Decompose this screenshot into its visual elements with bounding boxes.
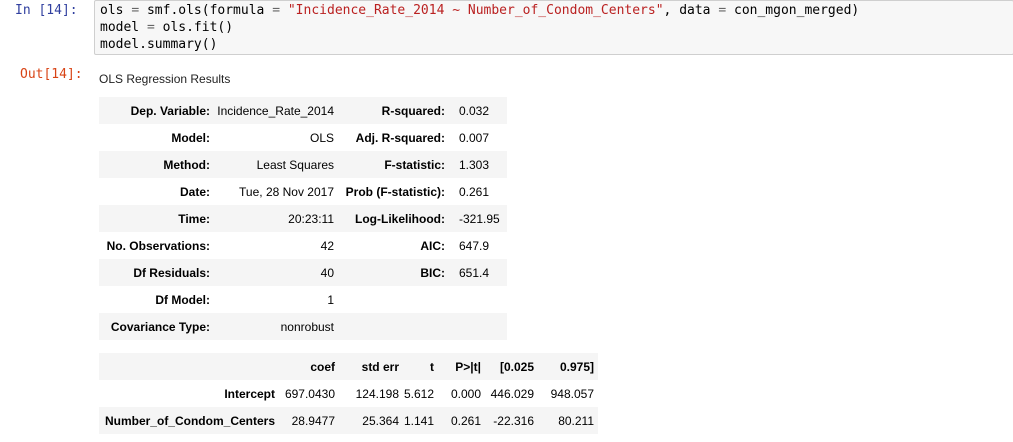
- coef-value: 1.141: [403, 407, 438, 434]
- coef-value: 80.211: [538, 407, 598, 434]
- summary-label: Method:: [99, 151, 214, 178]
- code-input-area[interactable]: ols = smf.ols(formula = "Incidence_Rate_…: [94, 0, 1013, 55]
- coef-value: 25.364: [339, 407, 403, 434]
- coef-header: t: [403, 353, 438, 380]
- summary-value: 0.007: [449, 124, 507, 151]
- summary-value: 647.9: [449, 232, 507, 259]
- coef-row-label: Number_of_Condom_Centers: [99, 407, 279, 434]
- summary-value: -321.95: [449, 205, 507, 232]
- summary-value: 0.032: [449, 97, 507, 124]
- summary-row: Model: OLS Adj. R-squared: 0.007: [99, 124, 507, 151]
- coef-header: std err: [339, 353, 403, 380]
- code-token: model.summary(): [100, 37, 218, 52]
- summary-label: Prob (F-statistic):: [341, 178, 449, 205]
- summary-label: Time:: [99, 205, 214, 232]
- summary-row: Time: 20:23:11 Log-Likelihood: -321.95: [99, 205, 507, 232]
- summary-label: Df Model:: [99, 286, 214, 313]
- code-operator: =: [272, 3, 281, 18]
- summary-value: Least Squares: [214, 151, 341, 178]
- code-token: con_mgon_merged): [726, 3, 860, 18]
- summary-label: Model:: [99, 124, 214, 151]
- summary-value: [449, 313, 507, 340]
- summary-value: OLS: [214, 124, 341, 151]
- summary-value: 20:23:11: [214, 205, 341, 232]
- summary-value: 42: [214, 232, 341, 259]
- model-summary-table: Dep. Variable: Incidence_Rate_2014 R-squ…: [99, 97, 507, 340]
- summary-value: 0.261: [449, 178, 507, 205]
- summary-row: Method: Least Squares F-statistic: 1.303: [99, 151, 507, 178]
- coef-header: P>|t|: [438, 353, 485, 380]
- coef-value: 0.261: [438, 407, 485, 434]
- coef-value: 124.198: [339, 380, 403, 407]
- code-token: ols: [100, 3, 132, 18]
- summary-value: 40: [214, 259, 341, 286]
- code-operator: =: [131, 3, 140, 18]
- summary-row: Dep. Variable: Incidence_Rate_2014 R-squ…: [99, 97, 507, 124]
- summary-label: Df Residuals:: [99, 259, 214, 286]
- summary-label: BIC:: [341, 259, 449, 286]
- summary-value: 1.303: [449, 151, 507, 178]
- code-operator: =: [146, 20, 155, 35]
- summary-row: Date: Tue, 28 Nov 2017 Prob (F-statistic…: [99, 178, 507, 205]
- summary-row: No. Observations: 42 AIC: 647.9: [99, 232, 507, 259]
- coef-header-row: coef std err t P>|t| [0.025 0.975]: [99, 353, 598, 380]
- coef-row-label: Intercept: [99, 380, 279, 407]
- coef-header: [99, 353, 279, 380]
- summary-label: [341, 286, 449, 313]
- code-token: ols.fit(): [154, 20, 234, 35]
- summary-value: 1: [214, 286, 341, 313]
- summary-label: Dep. Variable:: [99, 97, 214, 124]
- summary-label: Date:: [99, 178, 214, 205]
- coef-value: -22.316: [485, 407, 538, 434]
- coef-value: 697.0430: [279, 380, 339, 407]
- coef-value: 28.9477: [279, 407, 339, 434]
- code-string: "Incidence_Rate_2014 ~ Number_of_Condom_…: [280, 3, 664, 18]
- coefficients-table: coef std err t P>|t| [0.025 0.975] Inter…: [99, 353, 598, 434]
- code-editor[interactable]: ols = smf.ols(formula = "Incidence_Rate_…: [100, 2, 859, 53]
- code-token: smf.ols(formula: [139, 3, 273, 18]
- summary-value: Incidence_Rate_2014: [214, 97, 341, 124]
- summary-label: AIC:: [341, 232, 449, 259]
- code-operator: =: [718, 3, 727, 18]
- summary-row: Covariance Type: nonrobust: [99, 313, 507, 340]
- summary-label: F-statistic:: [341, 151, 449, 178]
- summary-row: Df Model: 1: [99, 286, 507, 313]
- coef-row: Intercept 697.0430 124.198 5.612 0.000 4…: [99, 380, 598, 407]
- summary-value: nonrobust: [214, 313, 341, 340]
- coef-header: [0.025: [485, 353, 538, 380]
- coef-value: 5.612: [403, 380, 438, 407]
- summary-value: 651.4: [449, 259, 507, 286]
- summary-label: R-squared:: [341, 97, 449, 124]
- code-token: , data: [663, 3, 719, 18]
- summary-label: Covariance Type:: [99, 313, 214, 340]
- coef-value: 0.000: [438, 380, 485, 407]
- input-prompt: In [14]:: [15, 3, 78, 18]
- coef-row: Number_of_Condom_Centers 28.9477 25.364 …: [99, 407, 598, 434]
- summary-row: Df Residuals: 40 BIC: 651.4: [99, 259, 507, 286]
- summary-label: No. Observations:: [99, 232, 214, 259]
- coef-value: 948.057: [538, 380, 598, 407]
- summary-value: [449, 286, 507, 313]
- ols-results-title: OLS Regression Results: [99, 72, 231, 86]
- summary-label: [341, 313, 449, 340]
- coef-header: coef: [279, 353, 339, 380]
- coef-header: 0.975]: [538, 353, 598, 380]
- summary-label: Adj. R-squared:: [341, 124, 449, 151]
- coef-value: 446.029: [485, 380, 538, 407]
- summary-label: Log-Likelihood:: [341, 205, 449, 232]
- summary-value: Tue, 28 Nov 2017: [214, 178, 341, 205]
- output-prompt: Out[14]:: [20, 67, 83, 82]
- code-token: model: [100, 20, 147, 35]
